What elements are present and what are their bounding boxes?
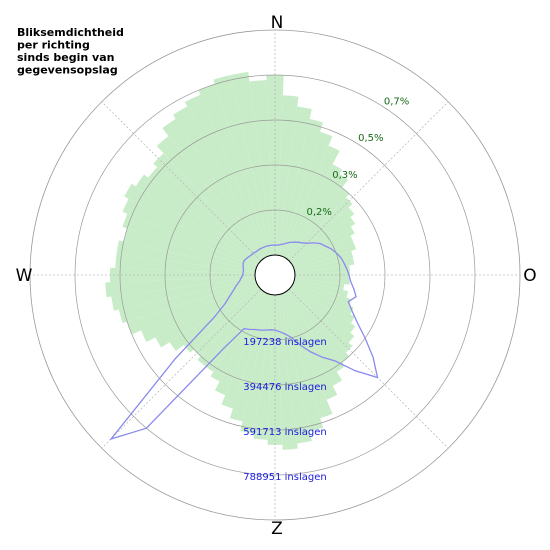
direction-bar (293, 281, 352, 306)
direction-bar (221, 293, 269, 409)
direction-bar (289, 287, 355, 343)
direction-bar (214, 292, 268, 396)
direction-bar (294, 271, 351, 279)
direction-bar (294, 277, 345, 291)
direction-bar (292, 282, 354, 315)
direction-bar (281, 131, 333, 257)
center-hole (254, 254, 296, 296)
direction-bar (124, 183, 259, 266)
direction-bar (284, 164, 343, 259)
direction-bar (213, 74, 271, 256)
direction-bar (275, 95, 299, 256)
direction-bar (197, 289, 263, 367)
direction-bar (282, 292, 338, 400)
direction-bar (287, 187, 350, 261)
spoke (288, 288, 449, 449)
direction-label: Z (271, 519, 283, 539)
r-tick-label: 0,5% (358, 133, 383, 144)
grid-ring (74, 74, 476, 476)
direction-bar (230, 71, 273, 256)
direction-bar (240, 294, 273, 434)
direction-label: W (16, 266, 33, 286)
direction-bar (253, 294, 275, 440)
r-tick-label: 0,2% (306, 207, 331, 218)
r-tick-label: 0,3% (332, 170, 357, 181)
direction-bar (287, 289, 350, 363)
direction-label: N (271, 13, 284, 33)
direction-bar (169, 285, 260, 352)
strike-line (109, 241, 379, 441)
direction-bar (277, 294, 312, 444)
direction-bar (183, 287, 261, 353)
r2-tick-label: 591713 inslagen (243, 427, 326, 438)
direction-bar (290, 217, 356, 265)
direction-bar (292, 235, 354, 268)
direction-bar (282, 145, 340, 258)
chart-title: sinds begin van (17, 51, 114, 64)
direction-bar (281, 293, 333, 419)
direction-bar (193, 288, 262, 357)
spoke (101, 288, 262, 449)
direction-bar (285, 290, 345, 372)
direction-bar (118, 279, 256, 324)
direction-bar (294, 257, 355, 273)
direction-bar (275, 294, 298, 450)
grid-ring (119, 119, 431, 431)
direction-bar (116, 240, 256, 273)
direction-bar (290, 285, 356, 333)
chart-title: Bliksemdichtheid (17, 26, 124, 39)
direction-label: O (523, 266, 536, 286)
direction-bar (291, 226, 355, 266)
direction-bar (294, 265, 350, 275)
direction-bar (284, 291, 343, 386)
chart-title: per richting (17, 39, 90, 52)
direction-bar (123, 228, 256, 271)
r2-tick-label: 197238 inslagen (243, 337, 326, 348)
direction-bar (229, 294, 271, 422)
direction-bar (291, 284, 355, 324)
direction-bar (279, 118, 324, 256)
direction-bar (277, 106, 312, 256)
direction-bar (210, 291, 266, 382)
direction-bar (156, 136, 263, 261)
direction-bar (105, 275, 256, 298)
direction-bar (249, 80, 275, 256)
spoke (288, 101, 449, 262)
direction-bar (294, 275, 350, 285)
r2-tick-label: 394476 inslagen (243, 382, 326, 393)
direction-bar (172, 106, 266, 259)
direction-bar (115, 254, 256, 275)
chart-title: gegevensopslag (17, 64, 118, 77)
direction-bar (122, 213, 257, 269)
grid-ring (209, 209, 341, 341)
direction-bar (198, 84, 269, 257)
direction-bar (111, 277, 256, 311)
direction-bar (293, 242, 357, 269)
spoke (101, 101, 262, 262)
direction-bar (294, 279, 349, 298)
grid-ring (164, 164, 386, 386)
direction-bar (267, 294, 283, 445)
direction-bar (289, 207, 355, 263)
r2-tick-label: 788951 inslagen (243, 472, 326, 483)
direction-bar (148, 166, 261, 263)
direction-bar (127, 281, 257, 335)
direction-bar (279, 294, 324, 432)
direction-bar (135, 174, 260, 265)
r-tick-label: 0,7% (384, 96, 409, 107)
direction-bar (285, 173, 349, 260)
direction-bar (122, 198, 258, 268)
direction-bar (162, 118, 265, 260)
